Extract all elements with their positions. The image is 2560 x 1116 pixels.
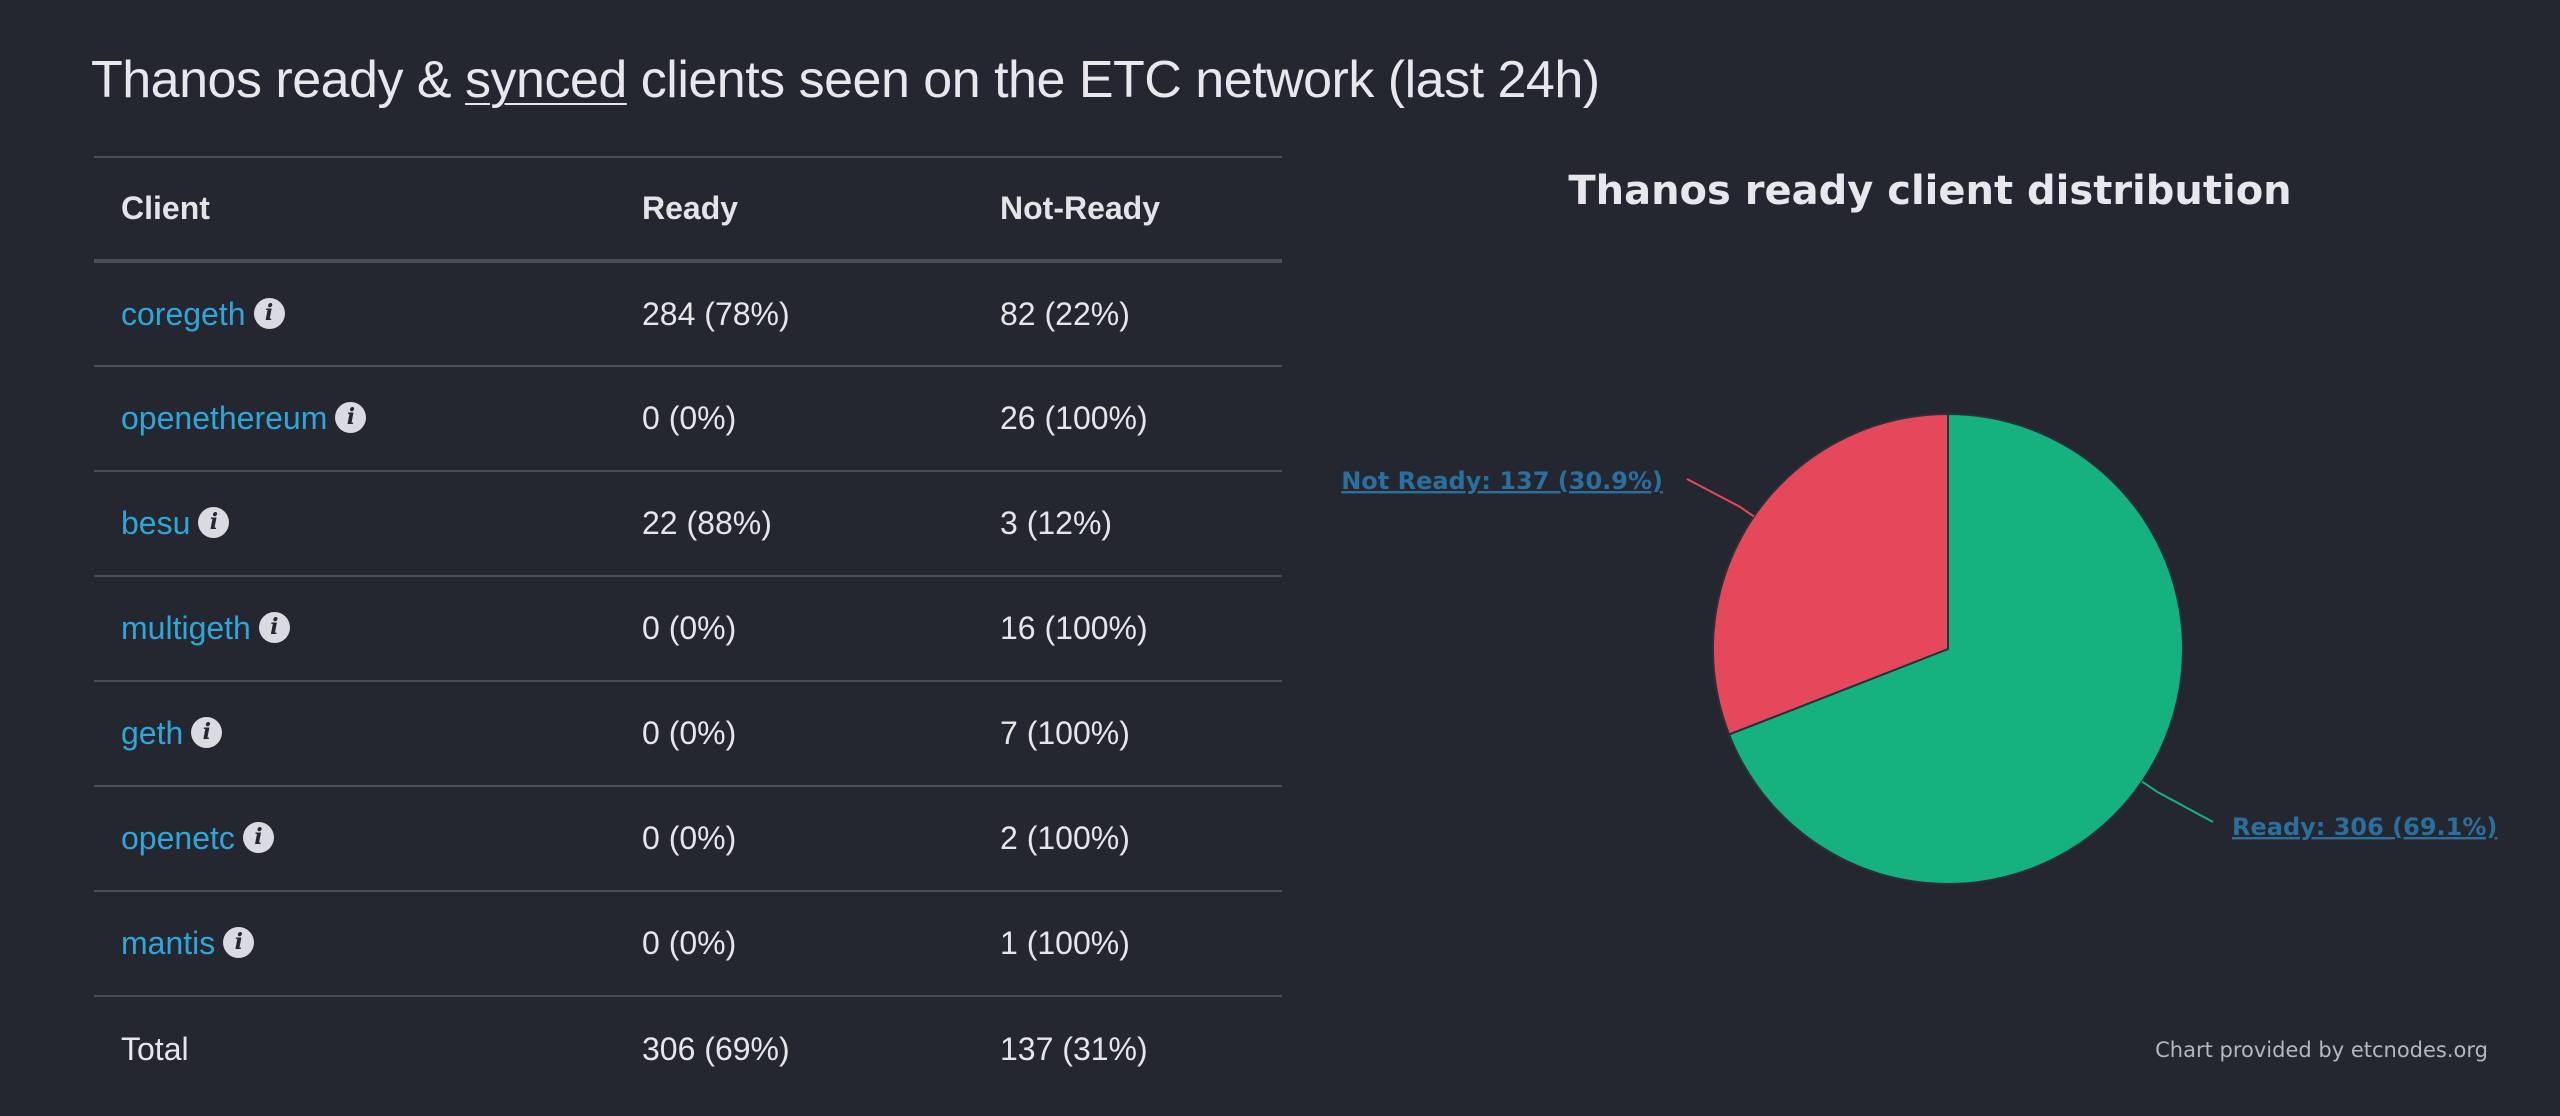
not-ready-cell: 26 (100%) xyxy=(1000,400,1148,436)
client-link-besu[interactable]: besu xyxy=(121,505,191,541)
table-row: besu i 22 (88%) 3 (12%) xyxy=(94,471,1282,576)
header-client: Client xyxy=(121,190,210,226)
not-ready-cell: 82 (22%) xyxy=(1000,295,1130,332)
not-ready-cell: 3 (12%) xyxy=(1000,505,1113,541)
info-icon[interactable]: i xyxy=(223,927,255,959)
ready-cell: 0 (0%) xyxy=(642,610,737,646)
table-row: multigeth i 0 (0%) 16 (100%) xyxy=(94,576,1282,681)
client-link-coregeth[interactable]: coregeth xyxy=(121,295,246,332)
info-icon[interactable]: i xyxy=(258,612,290,644)
table-row: openethereum i 0 (0%) 26 (100%) xyxy=(94,366,1282,471)
pie-label-ready[interactable]: Ready: 306 (69.1%) xyxy=(2232,813,2497,841)
pie-label-not-ready[interactable]: Not Ready: 137 (30.9%) xyxy=(1341,467,1663,495)
total-row: Total 306 (69%) 137 (31%) xyxy=(94,996,1282,1101)
header-ready: Ready xyxy=(642,190,739,226)
page-title: Thanos ready & synced clients seen on th… xyxy=(91,50,1600,110)
info-icon[interactable]: i xyxy=(335,402,367,434)
chart-credits[interactable]: Chart provided by etcnodes.org xyxy=(2155,1038,2488,1062)
ready-cell: 22 (88%) xyxy=(642,505,772,541)
client-cell: geth i xyxy=(94,681,615,786)
ready-cell: 284 (78%) xyxy=(642,295,790,332)
total-label: Total xyxy=(121,1030,189,1067)
client-cell: openetc i xyxy=(94,786,615,891)
client-cell: openethereum i xyxy=(94,366,615,471)
clients-table: Client Ready Not-Ready coregeth i 284 (78… xyxy=(94,156,1282,1101)
client-cell: besu i xyxy=(94,471,615,576)
clients-table-container: Client Ready Not-Ready coregeth i 284 (78… xyxy=(94,156,1282,1101)
client-link-multigeth[interactable]: multigeth xyxy=(121,610,251,646)
client-link-mantis[interactable]: mantis xyxy=(121,925,216,961)
ready-cell: 0 (0%) xyxy=(642,715,737,751)
title-text-before: Thanos ready & xyxy=(91,51,466,109)
ready-cell: 0 (0%) xyxy=(642,925,737,961)
table-row: geth i 0 (0%) 7 (100%) xyxy=(94,681,1282,786)
not-ready-cell: 7 (100%) xyxy=(1000,715,1130,751)
client-link-openetc[interactable]: openetc xyxy=(121,820,235,856)
table-header: Client Ready Not-Ready xyxy=(94,157,1282,261)
total-ready: 306 (69%) xyxy=(642,1030,790,1067)
client-cell: multigeth i xyxy=(94,576,615,681)
table-row: openetc i 0 (0%) 2 (100%) xyxy=(94,786,1282,891)
pie-connector-ready xyxy=(2141,780,2214,823)
info-icon[interactable]: i xyxy=(198,507,230,539)
client-cell: coregeth i xyxy=(94,261,615,366)
table-row: coregeth i 284 (78%) 82 (22%) xyxy=(94,261,1282,366)
table-header-row: Client Ready Not-Ready xyxy=(94,157,1282,261)
ready-cell: 0 (0%) xyxy=(642,400,737,436)
total-not-ready: 137 (31%) xyxy=(1000,1030,1148,1067)
client-link-geth[interactable]: geth xyxy=(121,715,184,751)
not-ready-cell: 2 (100%) xyxy=(1000,820,1130,856)
info-icon[interactable]: i xyxy=(191,717,223,749)
not-ready-cell: 16 (100%) xyxy=(1000,610,1148,646)
pie-connector-not-ready xyxy=(1686,478,1755,518)
client-cell: mantis i xyxy=(94,891,615,996)
table-row: mantis i 0 (0%) 1 (100%) xyxy=(94,891,1282,996)
title-synced-word: synced xyxy=(465,51,627,109)
not-ready-cell: 1 (100%) xyxy=(1000,925,1130,961)
title-text-after: clients seen on the ETC network (last 24… xyxy=(626,51,1600,109)
info-icon[interactable]: i xyxy=(242,822,274,854)
info-icon[interactable]: i xyxy=(253,297,285,329)
chart-title: Thanos ready client distribution xyxy=(1568,168,2292,214)
header-not-ready: Not-Ready xyxy=(1000,190,1161,226)
table-body: coregeth i 284 (78%) 82 (22%) openethereu… xyxy=(94,261,1282,1101)
ready-cell: 0 (0%) xyxy=(642,820,737,856)
client-link-openethereum[interactable]: openethereum xyxy=(121,400,328,436)
